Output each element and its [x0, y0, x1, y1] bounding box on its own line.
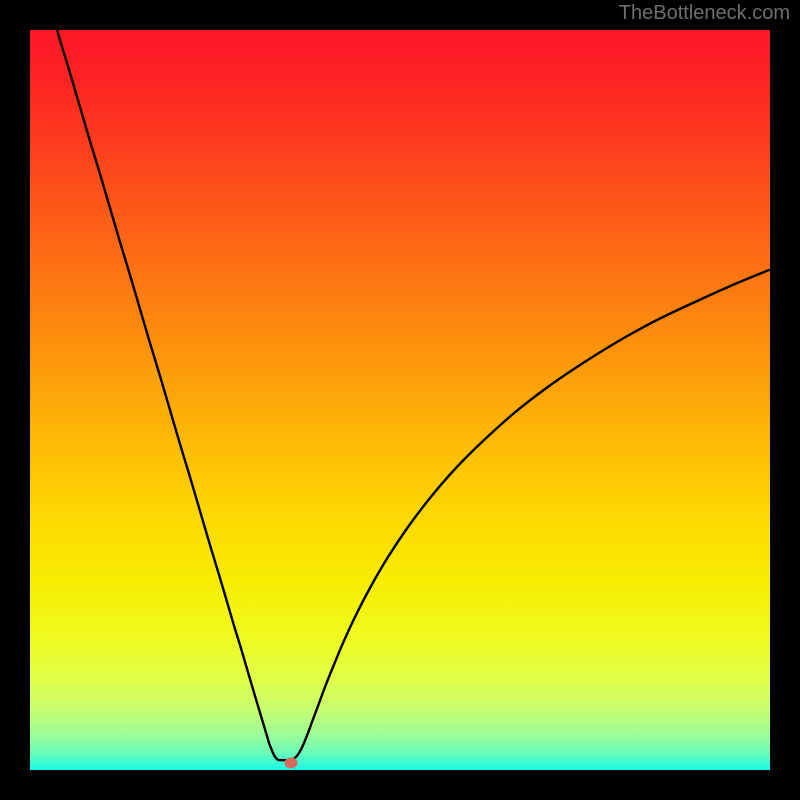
watermark-text: TheBottleneck.com: [619, 2, 790, 25]
gradient-background: [30, 30, 770, 770]
chart-container: TheBottleneck.com: [0, 0, 800, 800]
optimal-point-marker: [285, 758, 298, 769]
bottleneck-chart: [0, 0, 800, 800]
